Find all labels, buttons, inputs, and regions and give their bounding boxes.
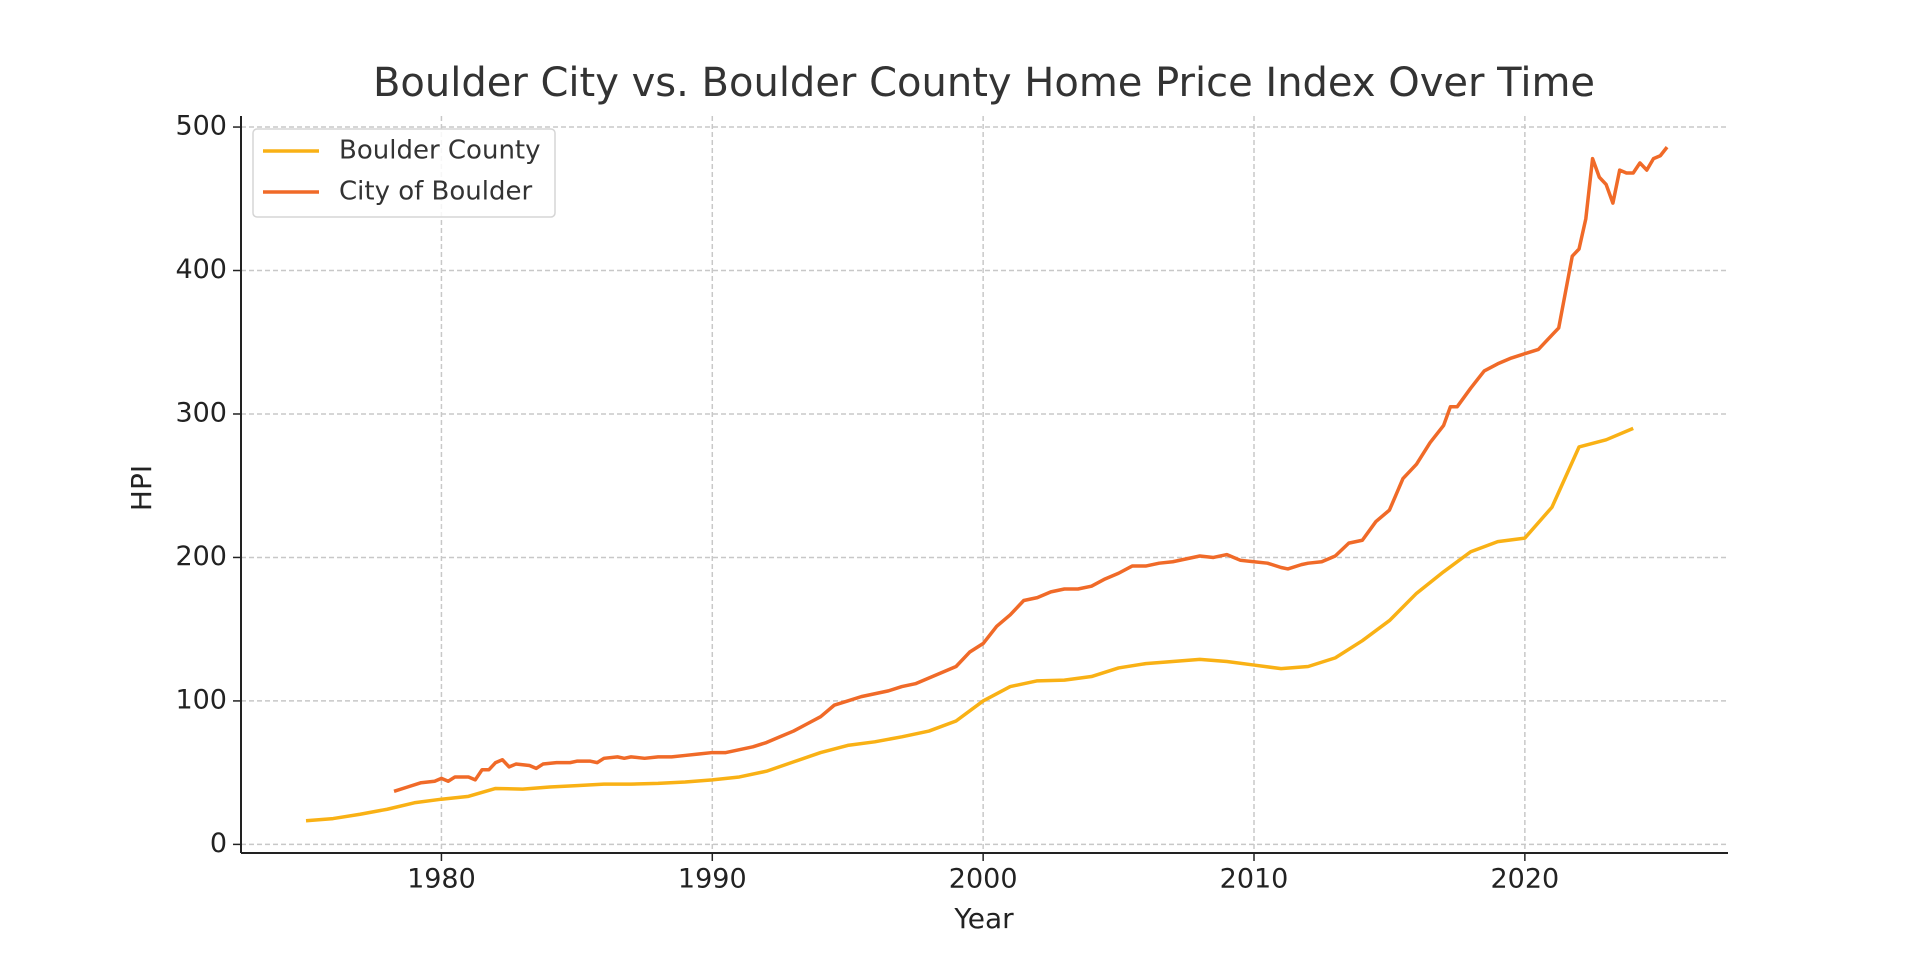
x-tick-label: 1980	[407, 864, 476, 895]
legend-box	[252, 128, 556, 218]
x-axis-label: Year	[953, 902, 1014, 935]
y-tick-label: 100	[175, 684, 227, 715]
line-series	[305, 426, 1634, 823]
y-tick-label: 200	[175, 541, 227, 572]
x-tick-label: 2020	[1490, 864, 1559, 895]
x-tick-label: 2010	[1220, 864, 1289, 895]
y-tick-label: 400	[175, 254, 227, 285]
legend-label: Boulder County	[339, 136, 541, 166]
y-axis-label: HPI	[125, 465, 158, 511]
y-tick-label: 300	[175, 397, 227, 428]
y-tick-label: 0	[210, 828, 227, 859]
y-tick-label: 500	[175, 111, 227, 142]
chart-title: Boulder City vs. Boulder County Home Pri…	[373, 60, 1595, 106]
x-tick-label: 2000	[949, 864, 1018, 895]
line-series	[393, 146, 1669, 793]
x-tick-label: 1990	[678, 864, 747, 895]
legend-label: City of Boulder	[339, 177, 532, 207]
